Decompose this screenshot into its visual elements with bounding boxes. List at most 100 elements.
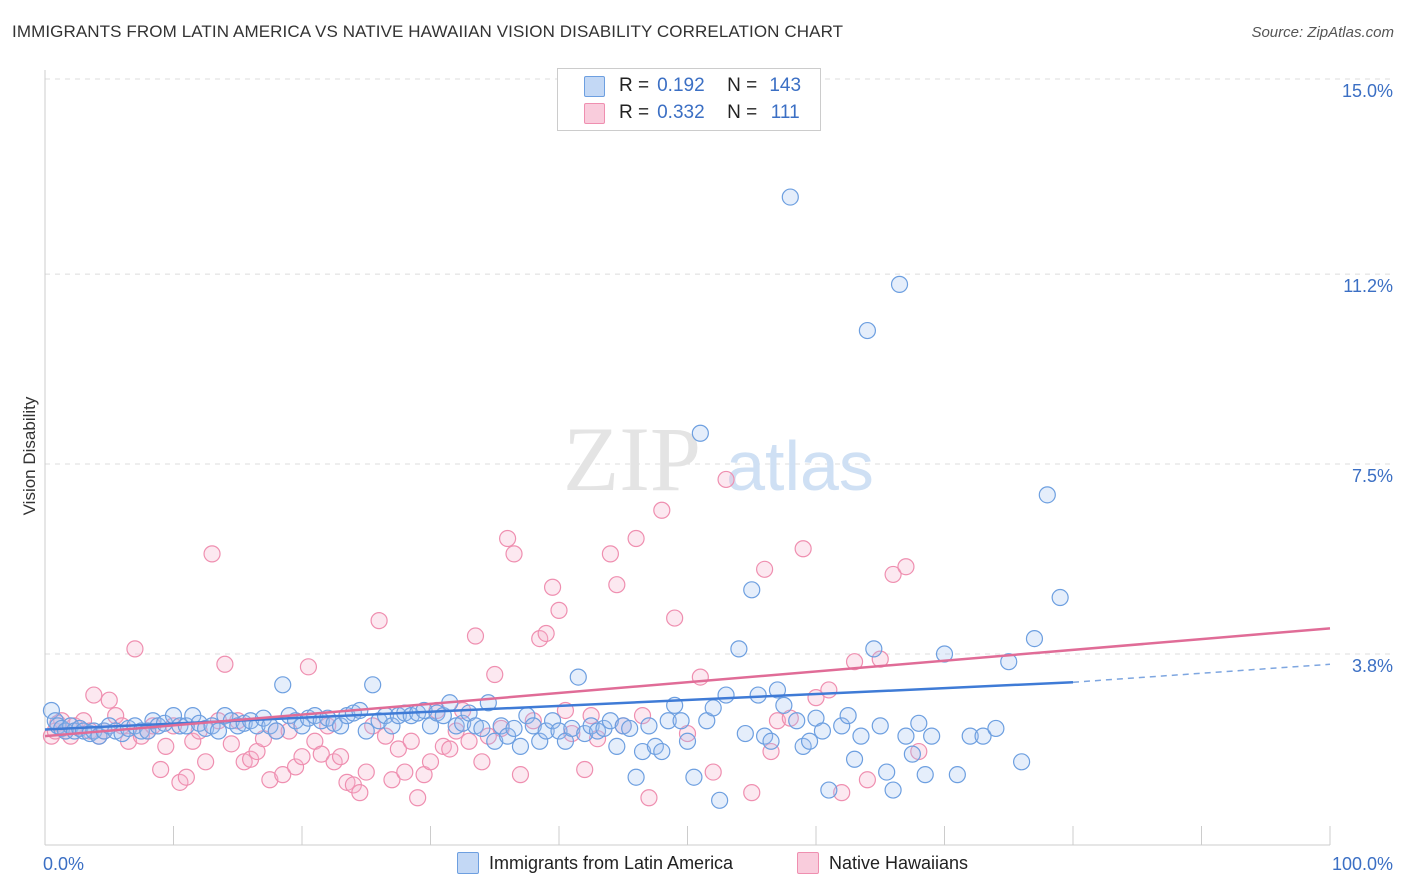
gridlines xyxy=(45,78,1392,655)
point-latin-america xyxy=(1012,753,1031,771)
legend-label: Native Hawaiians xyxy=(829,852,969,873)
point-native-hawaiian xyxy=(293,748,311,766)
point-native-hawaiian xyxy=(666,609,684,627)
point-native-hawaiian xyxy=(884,565,902,584)
axes xyxy=(44,70,1331,846)
point-native-hawaiian xyxy=(633,707,652,725)
point-latin-america xyxy=(621,719,639,738)
point-native-hawaiian xyxy=(409,789,427,807)
point-latin-america xyxy=(1000,653,1018,671)
point-native-hawaiian xyxy=(537,624,555,643)
n-label: N = xyxy=(727,102,758,123)
point-latin-america xyxy=(743,581,761,599)
point-native-hawaiian xyxy=(177,768,195,786)
point-native-hawaiian xyxy=(261,771,279,789)
point-latin-america xyxy=(267,722,285,740)
point-latin-america xyxy=(633,742,652,761)
point-latin-america xyxy=(550,722,568,740)
point-native-hawaiian xyxy=(543,578,562,596)
point-native-hawaiian xyxy=(157,737,175,756)
point-native-hawaiian xyxy=(768,712,787,730)
point-native-hawaiian xyxy=(833,784,851,802)
point-latin-america xyxy=(383,717,401,735)
point-latin-america xyxy=(704,699,722,717)
point-latin-america xyxy=(923,727,941,745)
point-latin-america xyxy=(531,732,549,750)
point-native-hawaiian xyxy=(126,640,144,658)
legend-swatch-pink xyxy=(797,852,819,874)
n-value: 111 xyxy=(770,102,800,123)
point-latin-america xyxy=(884,781,902,799)
point-latin-america xyxy=(672,712,690,730)
r-value: 0.332 xyxy=(657,102,705,123)
point-latin-america xyxy=(331,717,350,735)
r-value: 0.192 xyxy=(657,75,705,96)
point-latin-america xyxy=(813,722,832,740)
point-latin-america xyxy=(717,686,735,704)
point-latin-america xyxy=(768,681,787,699)
point-latin-america xyxy=(627,768,645,786)
point-latin-america xyxy=(601,712,620,730)
point-native-hawaiian xyxy=(357,763,375,781)
point-native-hawaiian xyxy=(203,545,221,563)
point-latin-america xyxy=(1051,588,1069,607)
point-latin-america xyxy=(916,766,934,784)
point-latin-america xyxy=(678,732,697,750)
point-latin-america xyxy=(209,722,228,740)
point-latin-america xyxy=(1025,629,1044,648)
point-native-hawaiian xyxy=(794,540,812,558)
point-native-hawaiian xyxy=(505,545,523,563)
point-native-hawaiian xyxy=(351,784,369,802)
point-native-hawaiian xyxy=(704,763,722,781)
point-latin-america xyxy=(1038,486,1056,504)
point-latin-america xyxy=(364,676,382,694)
source-label: Source: ZipAtlas.com xyxy=(1251,24,1394,41)
point-latin-america xyxy=(691,424,709,442)
point-latin-america xyxy=(961,727,979,745)
point-latin-america xyxy=(505,719,523,738)
chart-title: IMMIGRANTS FROM LATIN AMERICA VS NATIVE … xyxy=(12,22,844,41)
watermark-atlas: atlas xyxy=(726,427,874,505)
point-latin-america xyxy=(711,791,729,809)
point-native-hawaiian xyxy=(85,686,103,704)
point-native-hawaiian xyxy=(743,784,761,802)
point-latin-america xyxy=(537,722,555,740)
point-native-hawaiian xyxy=(222,735,240,753)
legend-item-latin-america[interactable]: Immigrants from Latin America xyxy=(457,852,733,874)
point-native-hawaiian xyxy=(441,740,459,758)
watermark-zip: ZIP xyxy=(563,408,701,510)
point-latin-america xyxy=(569,668,587,686)
point-native-hawaiian xyxy=(383,771,401,789)
point-latin-america xyxy=(871,717,889,735)
point-latin-america xyxy=(910,714,928,732)
point-native-hawaiian xyxy=(550,601,568,619)
point-native-hawaiian xyxy=(820,681,838,699)
point-latin-america xyxy=(775,696,793,714)
trend-lines xyxy=(44,627,1331,738)
point-native-hawaiian xyxy=(274,766,292,784)
point-native-hawaiian xyxy=(499,529,517,548)
point-latin-america xyxy=(473,719,491,738)
point-native-hawaiian xyxy=(402,732,420,750)
point-latin-america xyxy=(800,732,819,750)
point-latin-america xyxy=(730,640,748,658)
trend-line-latin-america-extension xyxy=(1072,663,1331,683)
legend-swatch-blue xyxy=(457,852,479,874)
point-latin-america xyxy=(511,737,530,756)
point-latin-america xyxy=(357,722,375,740)
point-latin-america xyxy=(640,717,658,735)
point-native-hawaiian xyxy=(421,753,440,771)
point-latin-america xyxy=(749,686,767,704)
point-latin-america xyxy=(762,732,780,750)
point-native-hawaiian xyxy=(858,771,877,789)
point-native-hawaiian xyxy=(640,789,658,807)
point-latin-america xyxy=(897,727,915,745)
r-label: R = xyxy=(619,75,650,96)
point-native-hawaiian xyxy=(197,753,215,771)
point-latin-america xyxy=(736,724,754,743)
legend-item-native-hawaiians[interactable]: Native Hawaiians xyxy=(797,852,968,874)
point-latin-america xyxy=(890,275,909,293)
point-native-hawaiian xyxy=(396,763,414,781)
point-latin-america xyxy=(948,766,966,784)
point-native-hawaiian xyxy=(152,760,170,779)
